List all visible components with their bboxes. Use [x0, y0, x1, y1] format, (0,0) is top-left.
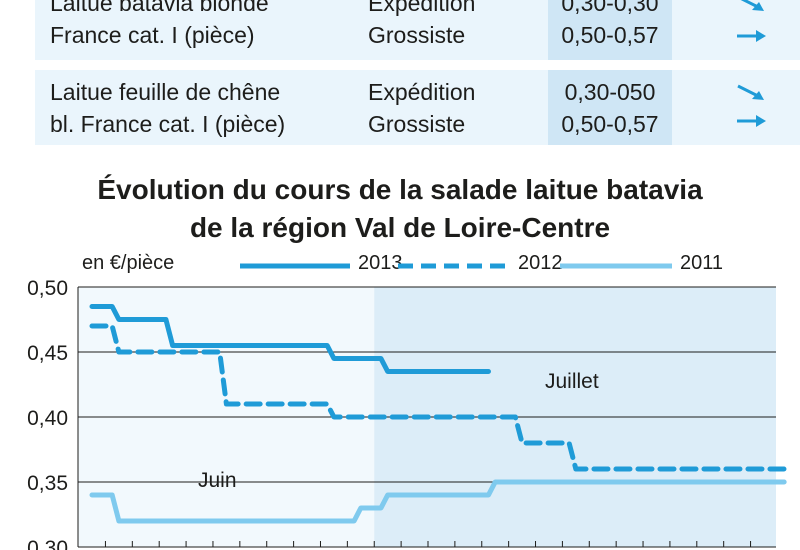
price-grossiste: 0,50-0,57 — [561, 111, 659, 137]
chart-title-line2: de la région Val de Loire-Centre — [189, 212, 611, 243]
y-tick-label: 0,45 — [27, 342, 68, 365]
price-expedition: 0,30-050 — [564, 79, 656, 105]
y-tick-label: 0,35 — [27, 472, 68, 495]
product-name-line1: Laitue batavia blonde — [50, 0, 269, 16]
legend-swatch-2011 — [560, 263, 672, 269]
price-table-panel — [35, 0, 800, 145]
chart-title-line1: Évolution du cours de la salade laitue b… — [97, 174, 703, 205]
arrow-down-right-icon — [737, 84, 764, 100]
market-grossiste: Grossiste — [368, 22, 466, 48]
legend-label-2011: 2011 — [680, 252, 724, 274]
y-axis-unit-label: en €/pièce — [82, 252, 175, 274]
product-name-line2: bl. France cat. I (pièce) — [50, 111, 286, 137]
product-name-line2: France cat. I (pièce) — [50, 22, 255, 48]
series-line-2012 — [89, 323, 787, 472]
product-name-line1: Laitue feuille de chêne — [50, 79, 281, 105]
market-expedition: Expédition — [368, 79, 476, 105]
period-label-june: Juin — [198, 469, 237, 492]
series-line-2011 — [89, 479, 787, 524]
legend-label-2013: 2013 — [358, 252, 403, 274]
legend-swatch-2012 — [398, 263, 510, 269]
y-tick-label: 0,30 — [27, 537, 68, 550]
y-tick-label: 0,40 — [27, 407, 68, 430]
price-expedition: 0,30-0,30 — [561, 0, 659, 16]
y-tick-label: 0,50 — [27, 277, 68, 300]
legend-label-2012: 2012 — [518, 252, 563, 274]
price-grossiste: 0,50-0,57 — [561, 22, 659, 48]
series-line-2013 — [89, 304, 491, 374]
arrow-right-icon — [737, 30, 766, 42]
period-label-july: Juillet — [545, 370, 599, 393]
arrow-down-right-icon — [740, 0, 764, 11]
table-row-separator — [35, 60, 800, 70]
market-expedition: Expédition — [368, 0, 476, 16]
arrow-right-icon — [737, 115, 766, 127]
legend-swatch-2013 — [240, 263, 350, 269]
market-grossiste: Grossiste — [368, 111, 466, 137]
price-column-shade — [548, 0, 672, 145]
